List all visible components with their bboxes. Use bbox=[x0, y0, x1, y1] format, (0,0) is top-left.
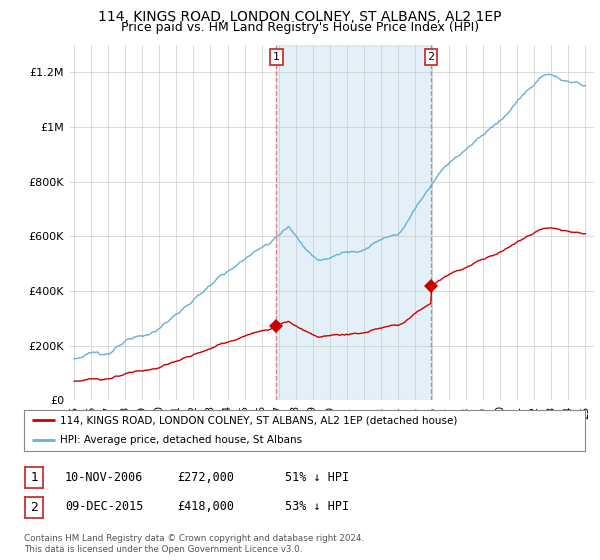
Text: Price paid vs. HM Land Registry's House Price Index (HPI): Price paid vs. HM Land Registry's House … bbox=[121, 21, 479, 34]
Text: 114, KINGS ROAD, LONDON COLNEY, ST ALBANS, AL2 1EP (detached house): 114, KINGS ROAD, LONDON COLNEY, ST ALBAN… bbox=[61, 415, 458, 425]
Text: 1: 1 bbox=[273, 52, 280, 62]
Text: HPI: Average price, detached house, St Albans: HPI: Average price, detached house, St A… bbox=[61, 435, 302, 445]
Text: 09-DEC-2015: 09-DEC-2015 bbox=[65, 500, 143, 514]
Text: 51% ↓ HPI: 51% ↓ HPI bbox=[285, 470, 349, 484]
Text: £418,000: £418,000 bbox=[177, 500, 234, 514]
Text: £272,000: £272,000 bbox=[177, 470, 234, 484]
Text: 10-NOV-2006: 10-NOV-2006 bbox=[65, 470, 143, 484]
Text: 53% ↓ HPI: 53% ↓ HPI bbox=[285, 500, 349, 514]
Bar bbox=[277, 45, 431, 400]
Text: 2: 2 bbox=[427, 52, 434, 62]
Text: This data is licensed under the Open Government Licence v3.0.: This data is licensed under the Open Gov… bbox=[24, 545, 302, 554]
Text: 1: 1 bbox=[30, 471, 38, 484]
Text: 114, KINGS ROAD, LONDON COLNEY, ST ALBANS, AL2 1EP: 114, KINGS ROAD, LONDON COLNEY, ST ALBAN… bbox=[98, 10, 502, 24]
Text: Contains HM Land Registry data © Crown copyright and database right 2024.: Contains HM Land Registry data © Crown c… bbox=[24, 534, 364, 543]
Text: 2: 2 bbox=[30, 501, 38, 514]
